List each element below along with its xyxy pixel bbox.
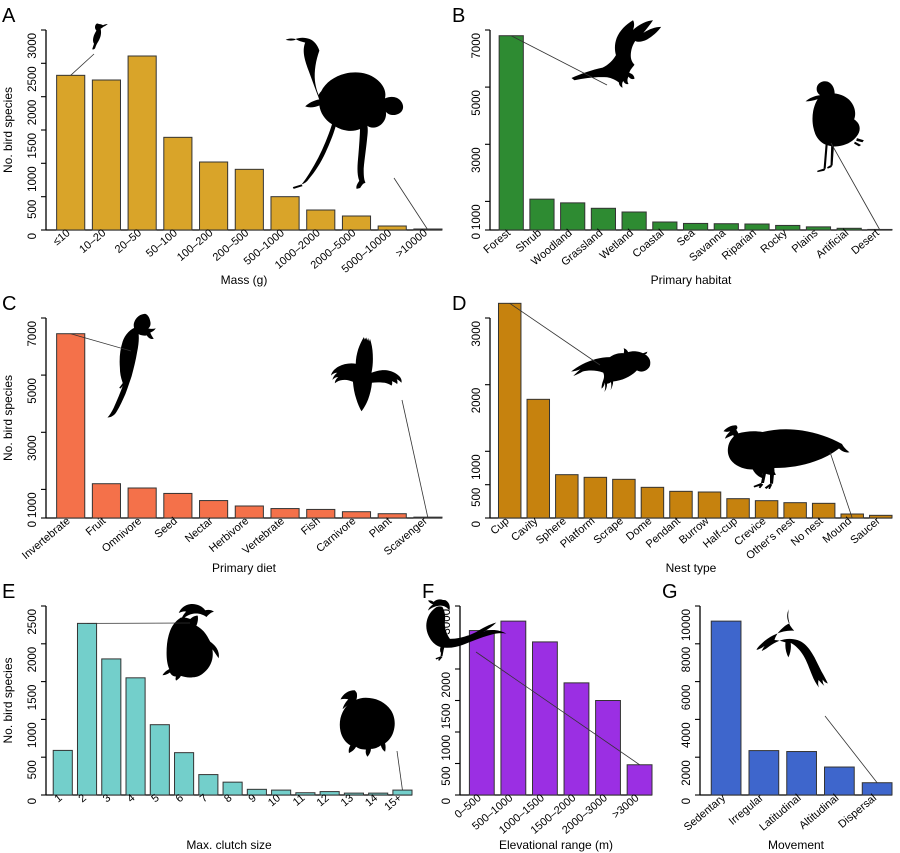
svg-text:3000: 3000 bbox=[471, 321, 483, 347]
svg-text:3000: 3000 bbox=[27, 33, 39, 59]
svg-text:No. bird species: No. bird species bbox=[1, 87, 15, 173]
svg-text:0: 0 bbox=[27, 798, 39, 804]
svg-text:Seed: Seed bbox=[152, 515, 179, 541]
svg-text:1500: 1500 bbox=[27, 685, 39, 711]
svg-text:>3000: >3000 bbox=[610, 792, 641, 821]
svg-text:Elevational range (m): Elevational range (m) bbox=[499, 838, 613, 852]
svg-text:Saucer: Saucer bbox=[848, 515, 883, 547]
svg-text:1000: 1000 bbox=[471, 454, 483, 480]
svg-text:E: E bbox=[2, 581, 15, 603]
svg-text:Latitudinal: Latitudinal bbox=[757, 792, 803, 833]
svg-text:A: A bbox=[2, 5, 16, 27]
svg-text:Dispersal: Dispersal bbox=[836, 792, 879, 831]
svg-text:7000: 7000 bbox=[27, 321, 39, 347]
svg-text:Max. clutch size: Max. clutch size bbox=[186, 838, 272, 852]
svg-text:5000: 5000 bbox=[27, 378, 39, 404]
svg-text:7000: 7000 bbox=[471, 33, 483, 59]
svg-text:4000: 4000 bbox=[681, 722, 693, 748]
svg-text:500: 500 bbox=[27, 760, 39, 779]
svg-text:Artificial: Artificial bbox=[814, 227, 851, 261]
svg-text:500: 500 bbox=[471, 488, 483, 507]
svg-text:No nest: No nest bbox=[789, 515, 826, 549]
svg-text:No. bird species: No. bird species bbox=[1, 657, 15, 743]
svg-text:Forest: Forest bbox=[482, 227, 514, 256]
svg-text:G: G bbox=[662, 581, 678, 603]
svg-text:10000: 10000 bbox=[681, 609, 693, 641]
svg-text:Coastal: Coastal bbox=[630, 227, 666, 260]
svg-text:>10000: >10000 bbox=[394, 227, 430, 260]
svg-text:Scrape: Scrape bbox=[591, 515, 625, 547]
svg-text:Nest type: Nest type bbox=[666, 561, 717, 575]
svg-text:Movement: Movement bbox=[768, 838, 825, 852]
svg-text:Primary diet: Primary diet bbox=[212, 561, 277, 575]
svg-text:2000: 2000 bbox=[27, 100, 39, 126]
svg-text:2500: 2500 bbox=[27, 609, 39, 635]
svg-text:1000: 1000 bbox=[27, 492, 39, 518]
svg-text:100–200: 100–200 bbox=[175, 227, 216, 264]
svg-text:1000: 1000 bbox=[471, 204, 483, 230]
svg-text:0: 0 bbox=[471, 521, 483, 527]
svg-text:1500: 1500 bbox=[27, 133, 39, 159]
svg-text:2000: 2000 bbox=[441, 672, 453, 698]
svg-text:Wetland: Wetland bbox=[598, 227, 636, 262]
svg-text:1000: 1000 bbox=[27, 166, 39, 192]
svg-text:Riparian: Riparian bbox=[720, 227, 759, 263]
svg-text:2000: 2000 bbox=[471, 388, 483, 414]
svg-text:10–20: 10–20 bbox=[77, 227, 108, 256]
svg-text:Primary habitat: Primary habitat bbox=[651, 273, 732, 287]
svg-text:Omnivore: Omnivore bbox=[100, 515, 144, 555]
svg-text:Mass (g): Mass (g) bbox=[221, 273, 268, 287]
svg-text:6000: 6000 bbox=[681, 685, 693, 711]
svg-text:Plant: Plant bbox=[367, 515, 394, 540]
svg-text:500: 500 bbox=[27, 200, 39, 219]
svg-text:Carnivore: Carnivore bbox=[314, 515, 358, 555]
svg-text:D: D bbox=[452, 293, 466, 315]
svg-text:C: C bbox=[2, 293, 16, 315]
svg-text:0: 0 bbox=[471, 233, 483, 239]
svg-text:3000: 3000 bbox=[471, 147, 483, 173]
svg-text:No. bird species: No. bird species bbox=[1, 375, 15, 461]
svg-text:1000: 1000 bbox=[27, 722, 39, 748]
svg-text:500: 500 bbox=[441, 767, 453, 786]
svg-text:1000: 1000 bbox=[441, 735, 453, 761]
svg-text:Nectar: Nectar bbox=[183, 515, 216, 545]
svg-text:8000: 8000 bbox=[681, 647, 693, 673]
svg-text:Altitudinal: Altitudinal bbox=[797, 792, 841, 832]
svg-text:2000: 2000 bbox=[27, 647, 39, 673]
svg-text:0: 0 bbox=[441, 798, 453, 804]
svg-text:0: 0 bbox=[27, 521, 39, 527]
svg-text:20–50: 20–50 bbox=[113, 227, 144, 256]
svg-text:3000: 3000 bbox=[27, 435, 39, 461]
svg-text:0: 0 bbox=[27, 233, 39, 239]
svg-text:Rocky: Rocky bbox=[759, 227, 791, 256]
svg-text:Desert: Desert bbox=[849, 227, 882, 257]
svg-text:2000: 2000 bbox=[681, 760, 693, 786]
svg-text:1500: 1500 bbox=[441, 704, 453, 730]
svg-text:0: 0 bbox=[681, 798, 693, 804]
svg-text:5000: 5000 bbox=[471, 90, 483, 116]
svg-text:Mound: Mound bbox=[821, 515, 854, 546]
svg-text:B: B bbox=[452, 5, 465, 27]
svg-text:2500: 2500 bbox=[27, 66, 39, 92]
